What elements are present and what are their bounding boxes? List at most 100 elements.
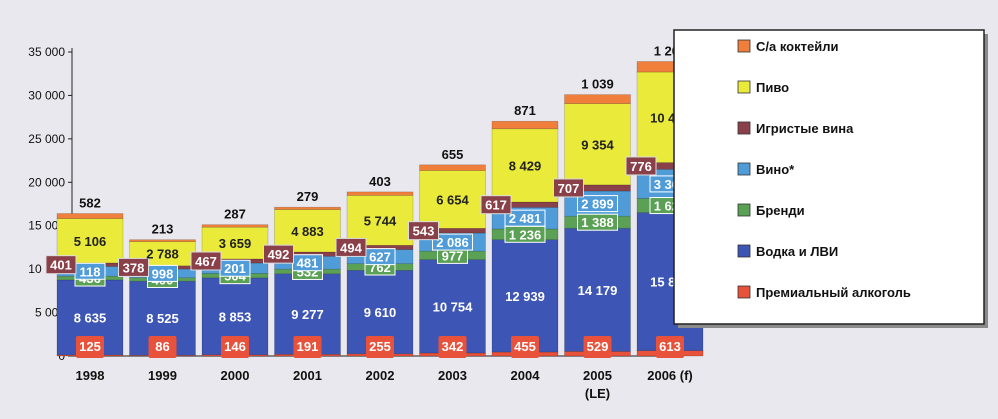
data-label: 2 899 bbox=[581, 197, 614, 212]
data-label-badge bbox=[221, 336, 249, 358]
legend-label: Водка и ЛВИ bbox=[756, 244, 838, 259]
data-label: 2 481 bbox=[509, 211, 542, 226]
data-label: 287 bbox=[224, 207, 246, 222]
legend-swatch bbox=[737, 80, 751, 94]
data-label: 492 bbox=[268, 247, 290, 262]
data-label: 9 277 bbox=[291, 307, 324, 322]
legend-swatch bbox=[737, 285, 751, 299]
data-label: 118 bbox=[80, 264, 101, 279]
data-label-badge bbox=[577, 213, 618, 231]
data-label: 8 429 bbox=[509, 158, 542, 173]
data-label: 9 354 bbox=[581, 137, 614, 152]
x-tick-label: 1998 bbox=[76, 368, 105, 383]
data-label-badge bbox=[76, 336, 104, 358]
data-label: 9 610 bbox=[364, 305, 397, 320]
data-label-badge bbox=[293, 336, 322, 358]
data-label-badge bbox=[432, 233, 473, 251]
y-tick-label: 30 000 bbox=[28, 88, 65, 102]
bar-segment bbox=[564, 94, 631, 104]
data-label: 2 086 bbox=[436, 235, 469, 250]
data-label-badge bbox=[190, 251, 222, 271]
bar-segment bbox=[491, 239, 559, 353]
data-label-badge bbox=[438, 336, 467, 358]
data-label-badge bbox=[625, 156, 657, 176]
data-label-badge bbox=[480, 195, 512, 215]
data-label: 86 bbox=[155, 339, 169, 354]
data-label-badge bbox=[553, 178, 584, 198]
y-tick-label: 20 000 bbox=[28, 175, 65, 189]
data-label: 543 bbox=[413, 224, 435, 239]
data-label: 1 236 bbox=[509, 227, 542, 242]
bar-segment bbox=[274, 206, 341, 210]
data-label-badge bbox=[45, 255, 77, 275]
data-label: 279 bbox=[297, 189, 319, 204]
x-tick-label: 2003 bbox=[438, 368, 467, 383]
bar-segment bbox=[346, 195, 414, 246]
x-tick-label: 2001 bbox=[293, 368, 322, 383]
x-tick-sublabel: (LE) bbox=[585, 386, 610, 401]
x-tick-label: 2004 bbox=[511, 368, 541, 383]
data-label: 213 bbox=[152, 222, 174, 237]
data-label: 467 bbox=[195, 254, 217, 269]
data-label-badge bbox=[577, 195, 618, 213]
bar-segment bbox=[419, 164, 486, 171]
y-tick-label: 35 000 bbox=[28, 45, 65, 59]
data-label: 613 bbox=[659, 339, 681, 354]
data-label: 5 106 bbox=[74, 234, 107, 249]
data-label: 529 bbox=[587, 339, 609, 354]
legend-swatch bbox=[737, 203, 751, 217]
data-label: 655 bbox=[442, 147, 464, 162]
data-label: 403 bbox=[369, 174, 391, 189]
data-label-badge bbox=[118, 257, 149, 277]
data-label: 481 bbox=[297, 256, 319, 271]
data-label: 455 bbox=[514, 339, 536, 354]
x-tick-label: 2006 (f) bbox=[647, 368, 693, 383]
legend-label: Бренди bbox=[756, 203, 805, 218]
y-tick-label: 15 000 bbox=[28, 219, 65, 233]
data-label: 707 bbox=[558, 181, 580, 196]
data-label-badge bbox=[504, 209, 546, 227]
y-tick-label: 25 000 bbox=[28, 132, 65, 146]
data-label: 3 659 bbox=[219, 236, 252, 251]
data-label-badge bbox=[263, 244, 294, 264]
data-label: 255 bbox=[369, 339, 391, 354]
data-label: 6 654 bbox=[436, 192, 469, 207]
data-label: 8 853 bbox=[219, 309, 252, 324]
data-label: 12 939 bbox=[505, 289, 545, 304]
bar-segment bbox=[346, 191, 414, 196]
data-label: 627 bbox=[369, 250, 391, 265]
data-label-badge bbox=[408, 221, 439, 241]
legend-swatch bbox=[737, 162, 751, 176]
bar-segment bbox=[491, 120, 559, 130]
data-label: 201 bbox=[224, 261, 246, 276]
data-label: 776 bbox=[630, 159, 652, 174]
bar-segment bbox=[201, 224, 269, 228]
data-label-badge bbox=[366, 336, 394, 358]
data-label-badge bbox=[656, 336, 684, 358]
chart-bars bbox=[56, 61, 704, 357]
data-label: 494 bbox=[340, 240, 362, 255]
data-label: 8 525 bbox=[146, 311, 179, 326]
bar-segment bbox=[491, 128, 559, 203]
data-label: 191 bbox=[297, 339, 319, 354]
data-label: 1 039 bbox=[581, 77, 614, 92]
data-label: 977 bbox=[442, 248, 464, 263]
data-label: 146 bbox=[224, 339, 246, 354]
bar-segment bbox=[564, 227, 631, 352]
data-label: 14 179 bbox=[578, 283, 618, 298]
bar-segment bbox=[564, 103, 631, 186]
data-label: 617 bbox=[485, 198, 507, 213]
data-label: 125 bbox=[79, 339, 101, 354]
bar-segment bbox=[56, 213, 124, 219]
data-label-badge bbox=[583, 336, 612, 358]
legend-swatch bbox=[737, 39, 751, 53]
legend-label: Игристые вина bbox=[756, 121, 854, 136]
legend-swatch bbox=[737, 244, 751, 258]
legend-label: Пиво bbox=[756, 80, 789, 95]
data-label: 4 883 bbox=[291, 224, 324, 239]
data-label-badge bbox=[335, 237, 367, 257]
data-label: 10 754 bbox=[433, 299, 474, 314]
legend-box bbox=[673, 29, 985, 325]
bar-segment bbox=[129, 239, 196, 242]
